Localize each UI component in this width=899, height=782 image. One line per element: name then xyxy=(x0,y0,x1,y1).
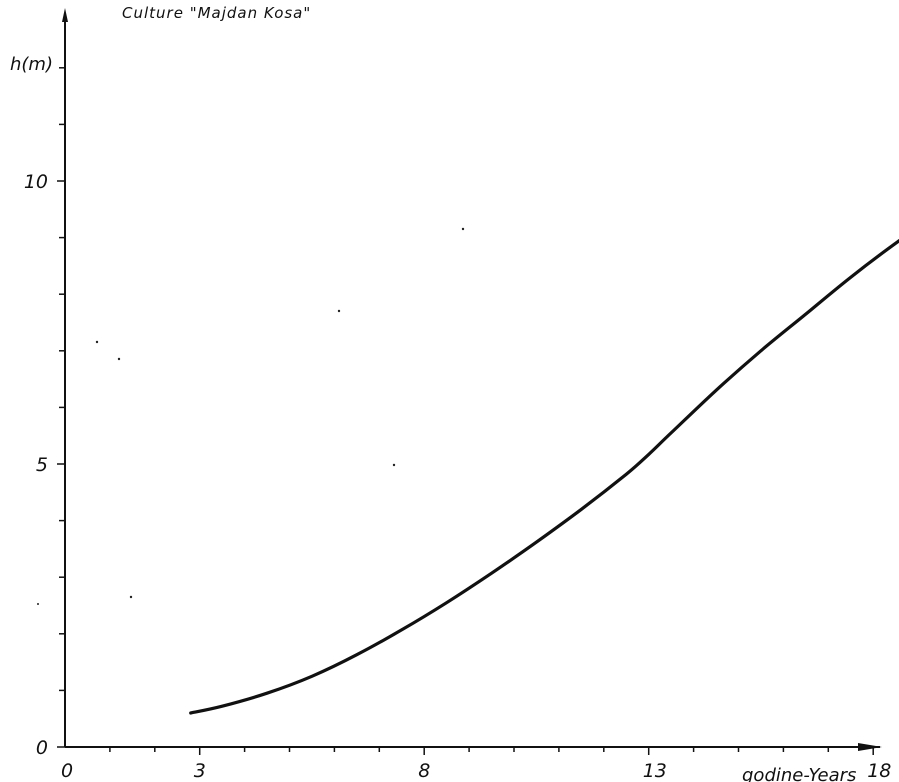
series-line xyxy=(189,238,899,715)
speck xyxy=(392,463,396,467)
speck xyxy=(117,357,121,361)
speck xyxy=(95,340,99,344)
y-tick-label: 10 xyxy=(24,171,48,193)
y-axis-arrow xyxy=(62,8,68,22)
x-axis-title: godine-Years xyxy=(742,765,856,782)
y-axis-title: h(m) xyxy=(10,54,53,75)
speck xyxy=(37,603,39,605)
series-group xyxy=(189,238,899,715)
speck xyxy=(337,309,341,313)
scan-specks xyxy=(37,227,465,605)
speck xyxy=(461,227,465,231)
y-tick-label: 5 xyxy=(36,454,48,476)
axes xyxy=(62,8,882,751)
y-tick-label: 0 xyxy=(36,737,48,759)
speck xyxy=(129,595,133,599)
ticks xyxy=(57,67,874,755)
x-tick-label: 3 xyxy=(194,760,206,782)
x-tick-label: 13 xyxy=(643,760,667,782)
tick-labels: 0381318230510 xyxy=(24,171,892,782)
x-tick-label: 0 xyxy=(61,760,73,782)
x-axis-arrow xyxy=(858,743,882,751)
chart-title: Culture "Majdan Kosa" xyxy=(122,4,311,22)
x-tick-label: 8 xyxy=(418,760,430,782)
x-tick-label: 18 xyxy=(867,760,891,782)
